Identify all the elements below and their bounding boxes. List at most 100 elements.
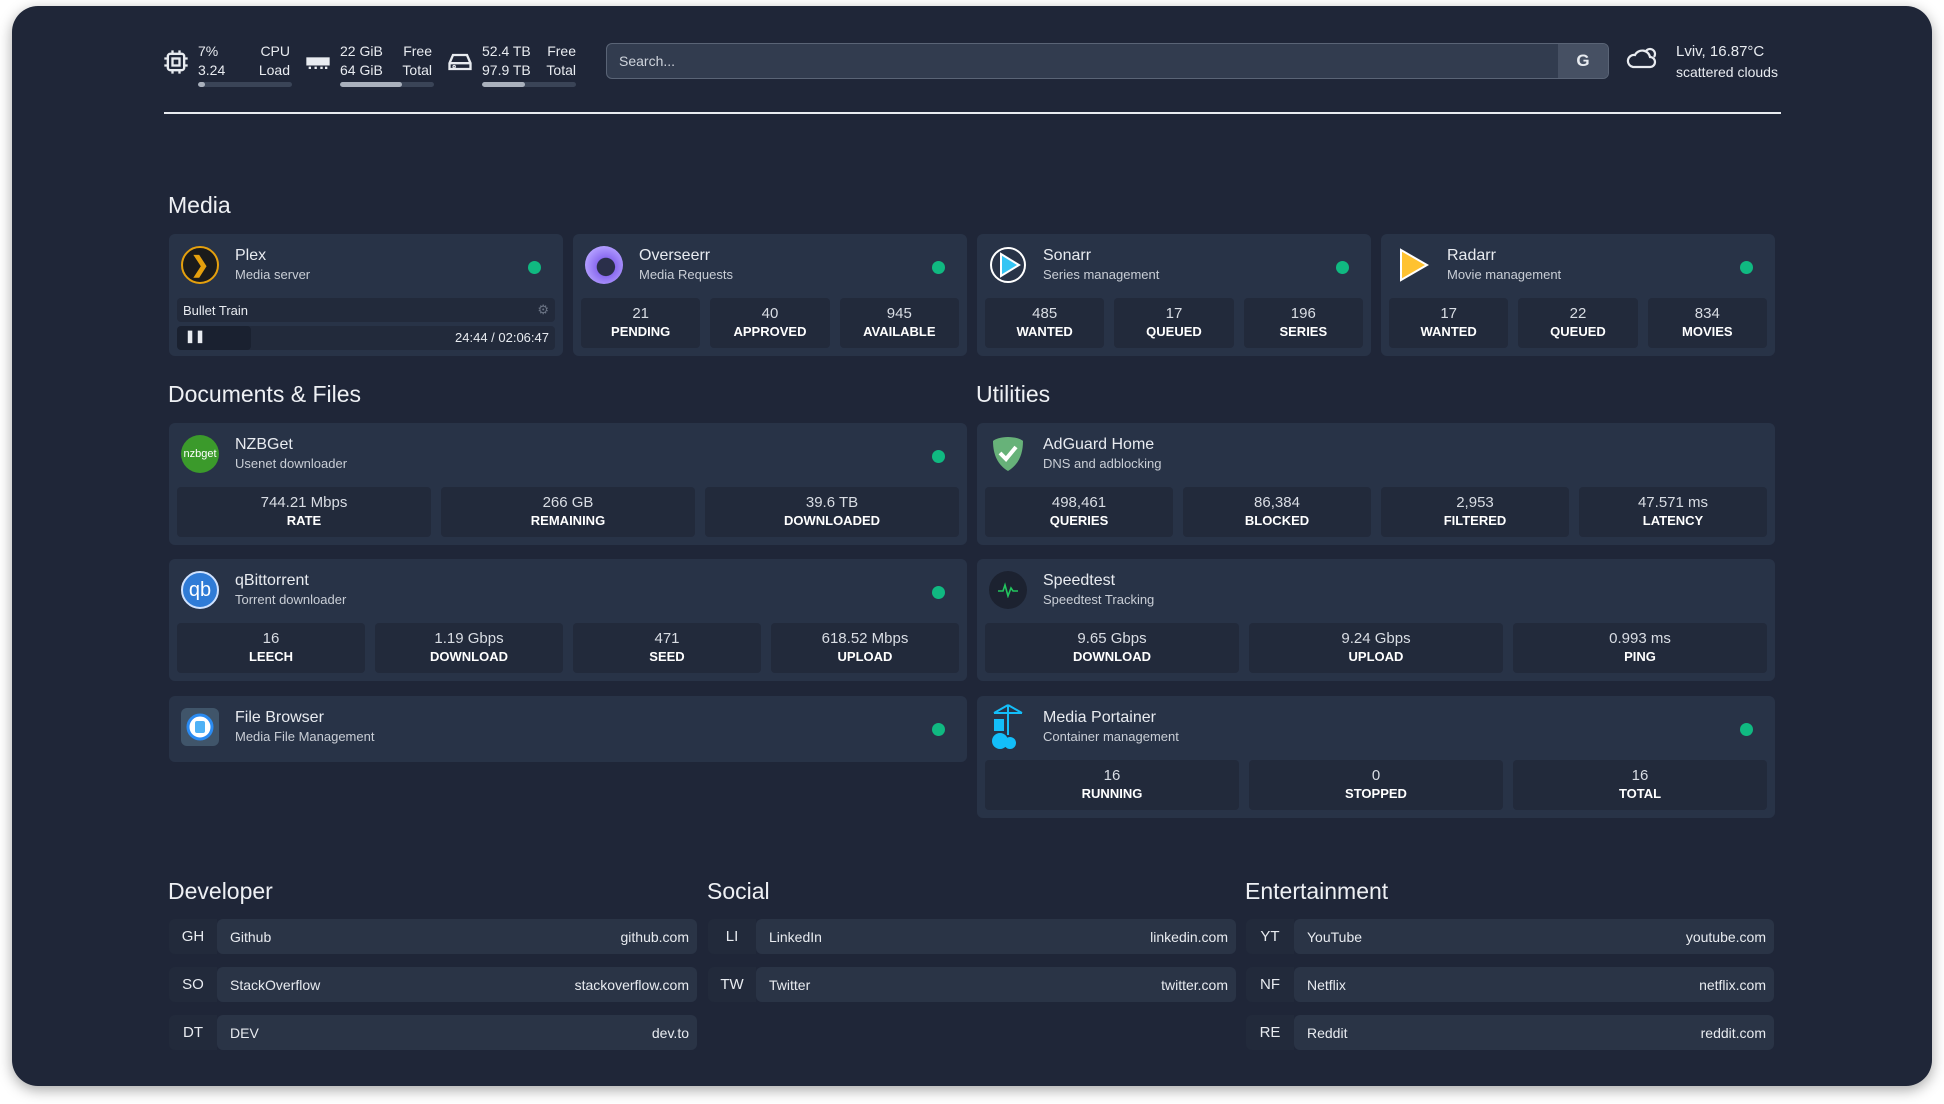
weather-condition: scattered clouds [1676,64,1778,80]
stat-value: 22 [1569,305,1587,322]
stat-value: 16 [1631,767,1649,784]
stat-box: 0.993 ms PING [1513,623,1767,673]
stat-label: RATE [286,513,322,528]
stat-label: QUEUED [1550,324,1606,339]
bookmark-name[interactable]: LinkedIn [769,928,822,945]
bookmark-social-tw[interactable]: TW Twitter twitter.com [708,967,1236,1002]
disk-widget: 52.4 TB 97.9 TB Free Total [446,42,576,92]
filebrowser-logo-icon [181,708,219,746]
card-subtitle: Speedtest Tracking [1043,592,1155,607]
disk-free: 52.4 TB [482,43,531,59]
card-subtitle: Media Requests [639,267,733,282]
card-title: Radarr [1447,247,1496,264]
free-label: Free [403,43,432,59]
memory-free: 22 GiB [340,43,383,59]
bookmark-abbr: GH [169,919,217,954]
stats-row: 9.65 Gbps DOWNLOAD 9.24 Gbps UPLOAD 0.993 ms… [985,623,1767,673]
stat-box: 618.52 Mbps UPLOAD [771,623,959,673]
stat-label: WANTED [1016,324,1073,339]
sonarr-card[interactable]: Sonarr Series management 485 WANTED 17 QUEUE… [977,234,1371,356]
stat-value: 9.24 Gbps [1341,630,1411,647]
search-input[interactable] [607,44,1558,78]
stat-label: AVAILABLE [863,324,936,339]
card-subtitle: Movie management [1447,267,1562,282]
pause-icon[interactable]: ❚❚ [185,329,206,343]
disk-total: 97.9 TB [482,62,531,78]
stat-box: 498,461 QUERIES [985,487,1173,537]
bookmark-host: reddit.com [1700,1024,1766,1041]
overseerr-card[interactable]: Overseerr Media Requests 21 PENDING 40 APPRO… [573,234,967,356]
bookmark-abbr: RE [1246,1015,1294,1050]
bookmark-host: stackoverflow.com [574,976,689,993]
stat-label: LATENCY [1642,513,1704,528]
bookmark-host: youtube.com [1685,928,1766,945]
stats-row: 16 RUNNING 0 STOPPED 16 TOTAL [985,760,1767,810]
bookmark-name[interactable]: Twitter [769,976,811,993]
bookmark-name[interactable]: DEV [230,1024,259,1041]
bookmark-host: github.com [620,928,689,945]
status-dot [1336,261,1349,274]
search-bar: G [606,43,1609,79]
stat-label: UPLOAD [1348,649,1404,664]
bookmark-name[interactable]: StackOverflow [230,976,321,993]
stat-label: FILTERED [1443,513,1507,528]
status-dot [1740,261,1753,274]
stat-label: DOWNLOADED [783,513,881,528]
bookmark-developer-so[interactable]: SO StackOverflow stackoverflow.com [169,967,697,1002]
stat-label: MOVIES [1682,324,1733,339]
cpu-icon [164,50,188,74]
bookmark-host: dev.to [651,1024,689,1041]
gear-icon[interactable]: ⚙ [537,302,549,317]
stat-value: 834 [1694,305,1720,322]
bookmark-name[interactable]: Github [230,928,272,945]
total-label: Total [546,62,576,78]
card-title: NZBGet [235,436,293,453]
stat-box: 16 LEECH [177,623,365,673]
stat-value: 47.571 ms [1637,494,1709,511]
card-title: Sonarr [1043,247,1092,264]
now-playing-row: Bullet Train ⚙ [177,298,555,322]
card-title: Speedtest [1043,572,1116,589]
plex-card[interactable]: ❯ Plex Media server Bullet Train ⚙ ❚❚ 24:… [169,234,563,356]
nzbget-card[interactable]: nzbget NZBGet Usenet downloader 744.21 Mb… [169,423,967,545]
bookmark-developer-gh[interactable]: GH Github github.com [169,919,697,954]
bookmark-abbr: SO [169,967,217,1002]
radarr-card[interactable]: Radarr Movie management 17 WANTED 22 QUEUED 8… [1381,234,1775,356]
adguard-card[interactable]: AdGuard Home DNS and adblocking 498,461 QU… [977,423,1775,545]
card-subtitle: Media File Management [235,729,375,744]
bookmark-abbr: TW [708,967,756,1002]
google-search-button[interactable]: G [1558,44,1608,78]
hard-drive-icon [448,53,472,71]
bookmark-entertainment-re[interactable]: RE Reddit reddit.com [1246,1015,1774,1050]
bookmark-entertainment-nf[interactable]: NF Netflix netflix.com [1246,967,1774,1002]
section-documents: Documents & Files [168,381,362,407]
stat-value: 618.52 Mbps [821,630,909,647]
header-divider [164,112,1781,114]
speedtest-card[interactable]: Speedtest Speedtest Tracking 9.65 Gbps DOW… [977,559,1775,681]
stat-value: 1.19 Gbps [434,630,504,647]
bookmark-developer-dt[interactable]: DT DEV dev.to [169,1015,697,1050]
bookmark-name[interactable]: Netflix [1307,976,1346,993]
stat-box: 834 MOVIES [1647,298,1767,348]
stat-label: QUERIES [1049,513,1109,528]
stat-value: 21 [632,305,649,322]
bookmark-social-li[interactable]: LI LinkedIn linkedin.com [708,919,1236,954]
card-subtitle: Media server [235,267,311,282]
stat-box: 485 WANTED [985,298,1105,348]
bookmark-entertainment-yt[interactable]: YT YouTube youtube.com [1246,919,1774,954]
now-playing-title: Bullet Train [183,302,249,318]
filebrowser-card[interactable]: File Browser Media File Management [169,696,967,762]
stat-value: 0 [1371,767,1381,784]
playback-progress[interactable]: ❚❚ 24:44 / 02:06:47 [177,326,555,350]
qbittorrent-card[interactable]: qb qBittorrent Torrent downloader 16 LEECH… [169,559,967,681]
section-media: Media [168,192,231,218]
bookmark-name[interactable]: YouTube [1307,928,1363,945]
stat-label: REMAINING [530,513,606,528]
bookmark-host: netflix.com [1699,976,1766,993]
portainer-card[interactable]: Media Portainer Container management 16 RU… [977,696,1775,818]
free-label: Free [547,43,576,59]
stat-box: 945 AVAILABLE [839,298,959,348]
stat-label: BLOCKED [1244,513,1310,528]
bookmark-name[interactable]: Reddit [1307,1024,1348,1041]
card-subtitle: Torrent downloader [235,592,347,607]
